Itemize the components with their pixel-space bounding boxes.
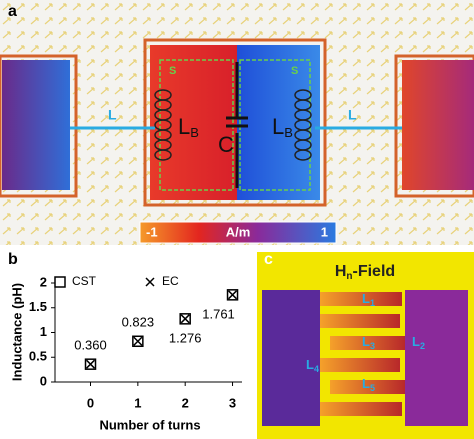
marker-x xyxy=(85,359,96,369)
inductor-main: L xyxy=(306,357,314,372)
panel-b: b Number of turns Inductance (pH) 0 0.5 1 1… xyxy=(8,251,242,432)
x-tick-label: 0 xyxy=(87,395,94,410)
marker-square xyxy=(84,358,97,370)
colorbar-min: -1 xyxy=(146,224,158,239)
legend-marker xyxy=(145,277,155,287)
x-tick-label: 3 xyxy=(229,395,236,410)
inductor-label: L5 xyxy=(362,376,375,393)
block-blue xyxy=(237,45,320,200)
inductor-sub: 3 xyxy=(370,341,375,351)
block-right xyxy=(402,60,474,190)
l-label: L xyxy=(348,107,357,123)
title-rest: -Field xyxy=(353,263,396,280)
edge xyxy=(394,54,474,198)
lb-main: L xyxy=(178,114,190,139)
y-axis-label: Inductance (pH) xyxy=(9,283,24,381)
finger xyxy=(320,402,402,416)
y-tick-label: 0 xyxy=(40,373,47,388)
inductor-sub: 5 xyxy=(370,383,375,393)
inductor-label: L2 xyxy=(412,334,425,351)
inductor-main: L xyxy=(362,376,370,391)
lb-sub: B xyxy=(284,125,293,140)
inductor-main: L xyxy=(412,334,420,349)
panel-label: b xyxy=(8,251,18,268)
value-label: 0.823 xyxy=(122,315,155,330)
marker-square xyxy=(132,335,144,348)
legend-label: CST xyxy=(72,274,97,288)
inductor-main: L xyxy=(362,291,370,306)
coil xyxy=(154,89,312,161)
marker-x xyxy=(228,290,238,300)
inductor-label: L3 xyxy=(362,334,375,351)
marker-square xyxy=(179,313,191,325)
lb-main: L xyxy=(272,114,284,139)
panel-a: a S S L L LB LB C -1 A/m 1 xyxy=(0,0,474,245)
legend-marker xyxy=(54,276,66,288)
inductor-sub: 4 xyxy=(314,364,319,374)
field-title: Hn-Field xyxy=(335,263,395,281)
l-label: L xyxy=(108,107,117,123)
inductor-label: L4 xyxy=(306,357,319,374)
marker-x xyxy=(133,336,143,346)
y-tick-label: 0.5 xyxy=(29,349,47,364)
block-left xyxy=(262,290,320,426)
inductor-main: L xyxy=(362,334,370,349)
inductor-sub: 2 xyxy=(420,341,425,351)
value-label: 0.360 xyxy=(74,338,107,353)
panel-label: c xyxy=(264,251,273,268)
lb-label: LB xyxy=(272,114,293,141)
edge xyxy=(143,38,327,207)
s-outline xyxy=(239,59,311,191)
inductor-label: L1 xyxy=(362,291,375,308)
x-tick-label: 1 xyxy=(134,395,141,410)
finger xyxy=(320,358,400,372)
colorbar-max: 1 xyxy=(321,224,328,239)
value-label: 1.761 xyxy=(202,306,235,321)
s-label: S xyxy=(169,65,176,77)
lb-label: LB xyxy=(178,114,199,141)
finger xyxy=(320,314,400,328)
y-tick-label: 1.5 xyxy=(29,299,47,314)
x-tick-label: 2 xyxy=(182,395,189,410)
colorbar-unit: A/m xyxy=(226,224,251,239)
finger xyxy=(330,380,405,394)
marker-square xyxy=(226,289,239,301)
capacitor xyxy=(226,62,248,188)
block-right xyxy=(405,290,468,426)
colorbar xyxy=(139,221,337,244)
marker-x xyxy=(180,314,190,324)
title-main: H xyxy=(335,263,347,280)
block-red xyxy=(150,45,237,200)
y-tick-label: 1 xyxy=(40,324,47,339)
edge xyxy=(0,54,78,198)
title-sub: n xyxy=(346,271,352,282)
finger xyxy=(320,292,402,306)
panel-label: a xyxy=(8,3,17,20)
lb-sub: B xyxy=(190,125,199,140)
inductor-sub: 1 xyxy=(370,298,375,308)
x-axis-label: Number of turns xyxy=(99,417,200,432)
y-tick-label: 2 xyxy=(40,274,47,289)
legend-label: EC xyxy=(162,274,179,288)
finger xyxy=(330,336,405,350)
c-label: C xyxy=(218,132,234,157)
block-left xyxy=(2,60,70,190)
value-label: 1.276 xyxy=(169,330,202,345)
s-label: S xyxy=(291,65,298,77)
